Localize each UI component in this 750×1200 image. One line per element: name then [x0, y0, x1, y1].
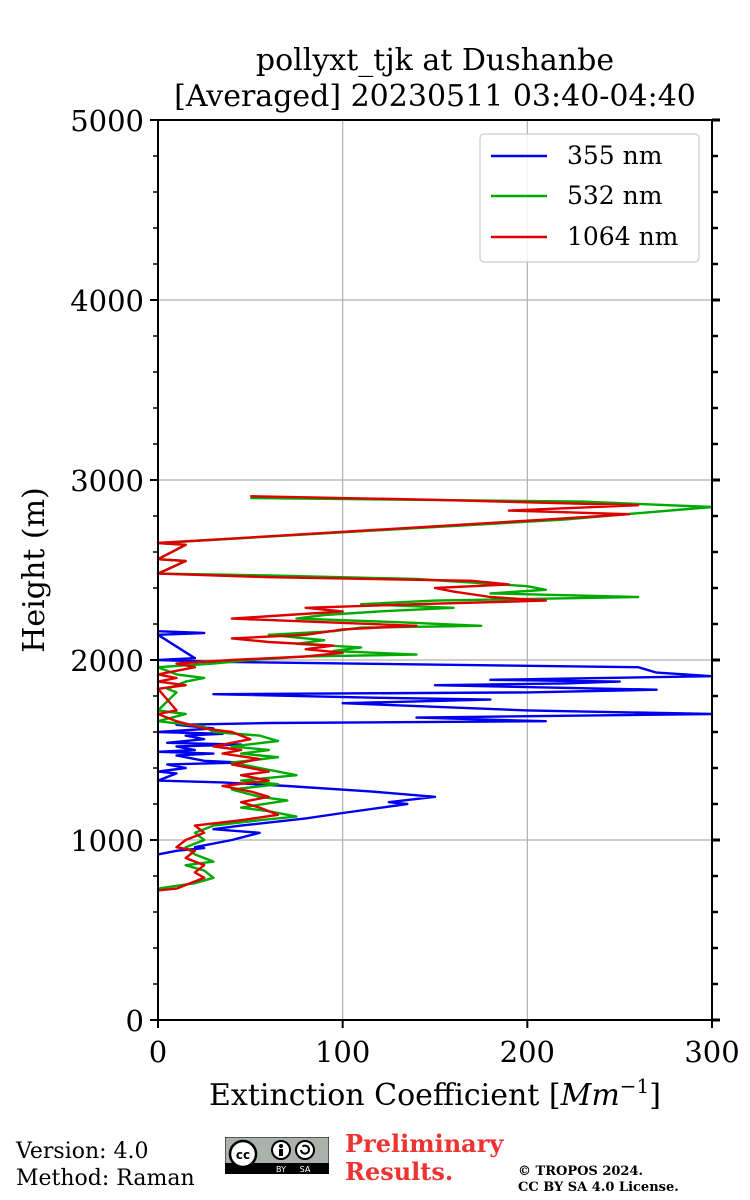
copyright-line2: CC BY SA 4.0 License. [518, 1180, 679, 1195]
x-tick-label-1: 100 [315, 1035, 370, 1069]
x-axis-label-end: ] [649, 1078, 661, 1113]
series-layer [156, 495, 714, 892]
legend-label-532: 532 nm [567, 181, 663, 210]
preliminary-line2: Results. [345, 1157, 454, 1186]
cc-by-sa-license-badge: cc BY SA [225, 1137, 329, 1174]
badge-bottom-bar [225, 1163, 329, 1174]
y-tick-label-4: 4000 [70, 284, 144, 318]
x-axis-label-text: Extinction Coefficient [ [209, 1078, 561, 1113]
plot-frame [157, 119, 713, 1021]
y-tick-label-3: 3000 [70, 464, 144, 498]
legend: 355 nm 532 nm 1064 nm [479, 133, 700, 263]
x-axis-label-exponent: −1 [620, 1074, 649, 1098]
legend-label-1064: 1064 nm [567, 222, 679, 251]
series-line-355-nm [156, 630, 714, 856]
y-tick-label-2: 2000 [70, 644, 144, 678]
sa-icon-arrow [300, 1144, 310, 1155]
sa-icon [295, 1140, 315, 1160]
y-axis-label: Height (m) [17, 487, 52, 652]
y-tick-label-0: 0 [126, 1004, 144, 1038]
x-axis-label-unit: Mm [560, 1078, 620, 1113]
footer-info: Version: 4.0 Method: Raman [16, 1138, 195, 1192]
y-tick-label-1: 1000 [70, 824, 144, 858]
chart-title-line2: [Averaged] 20230511 03:40-04:40 [174, 79, 696, 114]
x-tick-label-0: 0 [149, 1035, 167, 1069]
by-icon-body [279, 1149, 283, 1156]
badge-sa-label: SA [300, 1165, 311, 1174]
axis-ticks [150, 118, 720, 1028]
x-tick-label-3: 300 [684, 1035, 739, 1069]
cc-icon [228, 1139, 258, 1169]
x-tick-label-2: 200 [500, 1035, 555, 1069]
cc-icon-text: cc [236, 1148, 250, 1162]
x-axis-label: Extinction Coefficient [Mm−1] [209, 1074, 661, 1113]
by-icon-head [279, 1144, 283, 1148]
y-tick-label-5: 5000 [70, 104, 144, 138]
copyright-notice: © TROPOS 2024. CC BY SA 4.0 License. [518, 1164, 679, 1196]
legend-label-355: 355 nm [567, 141, 663, 170]
preliminary-line1: Preliminary [345, 1129, 504, 1158]
method-text: Method: Raman [16, 1166, 195, 1191]
chart-title-line1: pollyxt_tjk at Dushanbe [256, 43, 614, 78]
preliminary-results-notice: Preliminary Results. [345, 1130, 503, 1186]
legend-box [479, 133, 700, 263]
extinction-profile-chart: pollyxt_tjk at Dushanbe [Averaged] 20230… [17, 43, 740, 1113]
badge-by-label: BY [276, 1165, 286, 1174]
copyright-line1: © TROPOS 2024. [518, 1164, 644, 1179]
version-text: Version: 4.0 [16, 1139, 149, 1164]
